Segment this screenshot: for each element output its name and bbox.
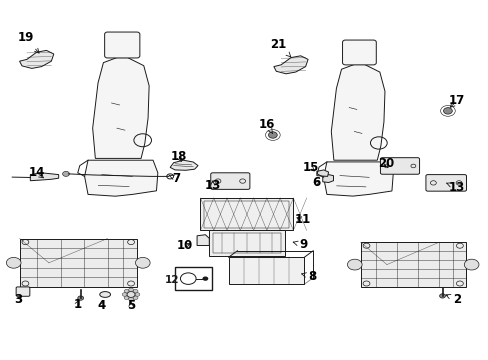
Circle shape xyxy=(78,296,83,300)
Circle shape xyxy=(62,171,69,176)
Bar xyxy=(212,233,280,253)
Text: 13: 13 xyxy=(204,179,221,192)
Circle shape xyxy=(202,276,208,281)
FancyBboxPatch shape xyxy=(16,287,30,296)
Text: 11: 11 xyxy=(294,213,311,226)
Text: 16: 16 xyxy=(258,118,274,134)
Text: 7: 7 xyxy=(169,172,180,185)
Polygon shape xyxy=(273,56,307,74)
Text: 20: 20 xyxy=(377,157,394,170)
Text: 4: 4 xyxy=(98,299,105,312)
Text: 17: 17 xyxy=(448,94,465,107)
Circle shape xyxy=(133,296,138,300)
Text: 13: 13 xyxy=(446,181,465,194)
Bar xyxy=(175,267,211,290)
Text: 15: 15 xyxy=(302,161,318,174)
Circle shape xyxy=(128,288,133,292)
Text: 21: 21 xyxy=(270,39,290,57)
Circle shape xyxy=(347,259,361,270)
Polygon shape xyxy=(331,64,384,160)
Circle shape xyxy=(124,296,129,300)
Polygon shape xyxy=(93,58,149,158)
Circle shape xyxy=(127,292,135,297)
Polygon shape xyxy=(316,170,328,176)
Circle shape xyxy=(6,257,21,268)
Text: 10: 10 xyxy=(176,239,193,252)
Bar xyxy=(204,201,289,228)
Polygon shape xyxy=(30,173,59,181)
Text: 12: 12 xyxy=(164,275,179,285)
FancyBboxPatch shape xyxy=(425,175,466,191)
Text: 2: 2 xyxy=(445,293,460,306)
Polygon shape xyxy=(170,160,198,170)
Bar xyxy=(20,238,137,287)
Text: 1: 1 xyxy=(73,298,81,311)
Polygon shape xyxy=(322,175,333,183)
Polygon shape xyxy=(323,162,392,196)
Circle shape xyxy=(122,293,127,296)
FancyBboxPatch shape xyxy=(210,173,249,189)
Circle shape xyxy=(135,293,140,296)
FancyBboxPatch shape xyxy=(342,40,376,65)
Bar xyxy=(228,257,304,284)
Bar xyxy=(360,242,465,287)
Text: 14: 14 xyxy=(28,166,45,179)
Circle shape xyxy=(443,108,451,114)
Text: 5: 5 xyxy=(127,299,135,312)
Text: 19: 19 xyxy=(17,31,39,53)
Circle shape xyxy=(133,289,138,293)
Bar xyxy=(209,230,284,256)
Bar xyxy=(200,198,293,230)
Circle shape xyxy=(135,257,150,268)
FancyBboxPatch shape xyxy=(104,32,140,58)
Text: 8: 8 xyxy=(301,270,315,283)
Circle shape xyxy=(128,297,133,301)
Circle shape xyxy=(439,294,445,298)
FancyBboxPatch shape xyxy=(380,158,419,174)
Text: 3: 3 xyxy=(15,293,22,306)
Text: 18: 18 xyxy=(170,150,186,163)
Polygon shape xyxy=(84,160,158,196)
Circle shape xyxy=(464,259,478,270)
Text: 6: 6 xyxy=(312,176,320,189)
Polygon shape xyxy=(197,235,209,246)
Circle shape xyxy=(268,132,277,138)
Text: 9: 9 xyxy=(293,238,306,251)
Polygon shape xyxy=(20,50,54,68)
Circle shape xyxy=(124,289,129,293)
Ellipse shape xyxy=(100,292,110,297)
